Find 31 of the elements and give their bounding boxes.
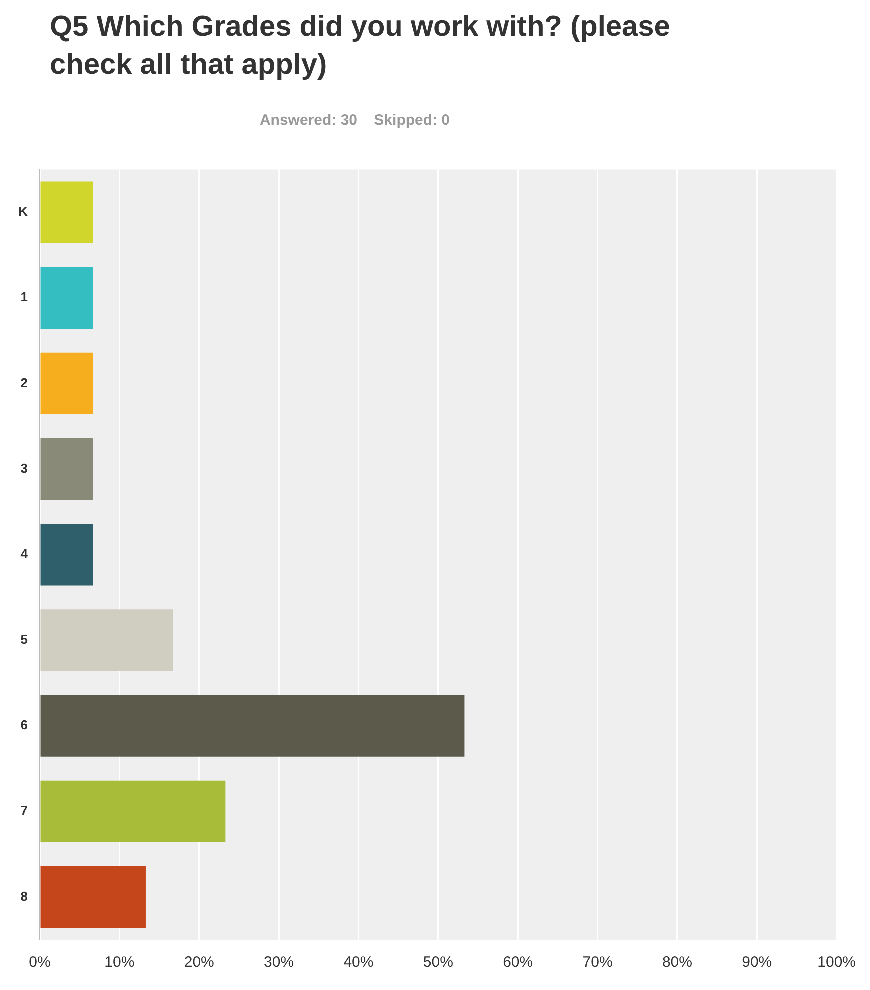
x-tick-label: 20% (184, 954, 214, 972)
y-tick-label: 5 (20, 632, 28, 648)
x-tick-label: 70% (582, 954, 613, 972)
bar (40, 695, 465, 757)
x-tick-label: 80% (662, 954, 692, 972)
bar (40, 352, 94, 415)
x-tick-label: 30% (264, 954, 294, 972)
bar (40, 610, 174, 672)
bar (40, 182, 94, 244)
bar (40, 524, 94, 586)
y-tick-label: 7 (20, 803, 28, 818)
bar (40, 438, 94, 500)
x-tick-label: 60% (503, 954, 534, 972)
x-tick-label: 40% (344, 954, 374, 972)
bar (40, 866, 146, 928)
y-tick-label: 6 (20, 718, 28, 733)
x-tick-label: 0% (29, 954, 51, 972)
y-tick-label: 2 (20, 375, 28, 390)
chart-title: Q5 Which Grades did you work with? (please check all that apply) (50, 10, 672, 83)
y-tick-label: K (18, 204, 29, 220)
bar (40, 780, 226, 842)
x-tick-label: 50% (423, 954, 454, 972)
y-tick-label: 1 (20, 290, 28, 305)
bar (40, 267, 94, 329)
x-tick-label: 90% (742, 954, 772, 972)
chart-subtitle: Answered: 30 Skipped: 0 (258, 112, 452, 129)
x-tick-label: 100% (818, 954, 856, 972)
x-tick-label: 10% (104, 954, 135, 972)
y-tick-label: 4 (20, 546, 29, 562)
y-tick-label: 8 (20, 888, 28, 904)
y-tick-label: 3 (20, 460, 28, 476)
